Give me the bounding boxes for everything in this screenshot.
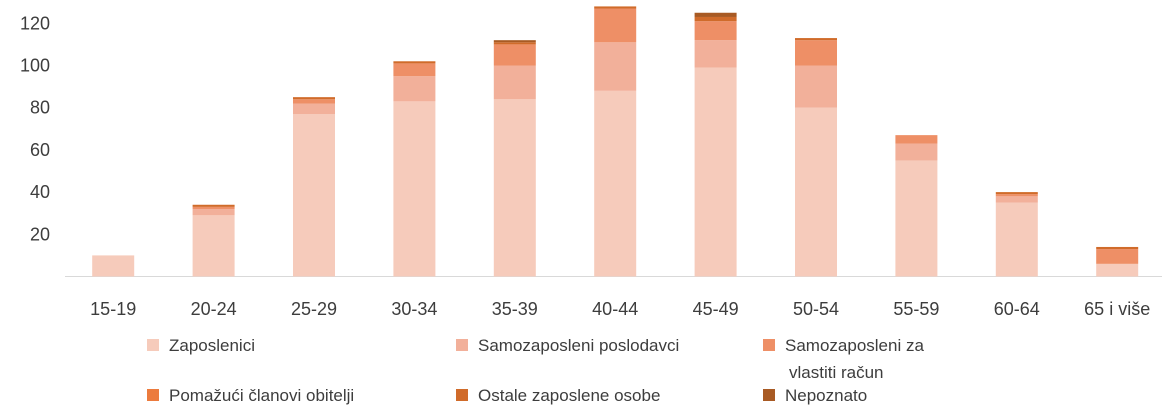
bar-segment-1 (995, 202, 1038, 277)
bar-segment-5 (995, 192, 1038, 195)
bar-segment-1 (393, 101, 436, 277)
y-tick-label: 60 (30, 140, 50, 160)
bar-segment-2 (694, 40, 737, 68)
y-tick-label: 80 (30, 98, 50, 118)
legend-swatch (763, 389, 775, 401)
x-tick-label: 35-39 (492, 299, 538, 319)
y-tick-label: 20 (30, 224, 50, 244)
bar-segment-2 (192, 208, 235, 216)
bar-segment-2 (293, 103, 335, 115)
x-tick-label: 50-54 (793, 299, 839, 319)
x-tick-label: 45-49 (693, 299, 739, 319)
bar-segment-5 (393, 61, 436, 64)
bar-segment-3 (995, 194, 1038, 197)
bar-segment-2 (493, 65, 536, 100)
legend-swatch (763, 339, 775, 351)
bar-segment-3 (493, 44, 536, 66)
y-axis: 20 40 60 80 100 120 (20, 13, 50, 244)
bar-segment-5 (795, 38, 837, 41)
x-tick-label: 30-34 (391, 299, 437, 319)
bar-segment-1 (92, 255, 135, 277)
x-axis: 15-19 20-24 25-29 30-34 35-39 40-44 45-49 50-54… (65, 276, 1162, 319)
legend-label: Pomažući članovi obitelji (169, 386, 354, 405)
bar-segment-1 (1096, 263, 1139, 277)
legend-label: Zaposlenici (169, 336, 255, 355)
bar-segment-1 (594, 90, 637, 277)
legend-label: Samozaposleni poslodavci (478, 336, 679, 355)
legend-swatch (147, 389, 159, 401)
bar-segment-3 (293, 99, 335, 104)
bar-segment-5 (293, 97, 335, 100)
bar-segment-1 (795, 107, 837, 277)
bar-segment-2 (393, 76, 436, 102)
bar-segment-1 (293, 114, 335, 277)
x-tick-label: 65 i više (1084, 299, 1150, 319)
x-tick-label: 40-44 (592, 299, 638, 319)
bar-segment-3 (594, 8, 637, 43)
legend-label: Nepoznato (785, 386, 867, 405)
bar-segment-1 (192, 215, 235, 277)
bar-segment-3 (795, 40, 837, 66)
bar-segment-3 (895, 135, 938, 144)
bar-segment-2 (795, 65, 837, 108)
legend-swatch (147, 339, 159, 351)
bar-segment-6 (694, 12, 737, 17)
bar-segment-5 (192, 204, 235, 207)
bar-segment-2 (594, 42, 637, 91)
x-tick-label: 25-29 (291, 299, 337, 319)
bar-segment-3 (192, 206, 235, 209)
legend-label: Ostale zaposlene osobe (478, 386, 660, 405)
bar-segment-2 (995, 196, 1038, 203)
x-tick-label: 60-64 (994, 299, 1040, 319)
x-tick-label: 55-59 (893, 299, 939, 319)
legend: Zaposlenici Samozaposleni poslodavci Samoz… (147, 336, 924, 405)
legend-swatch (456, 389, 468, 401)
bar-segment-5 (594, 6, 637, 9)
bar-segment-3 (694, 21, 737, 41)
x-tick-label: 20-24 (191, 299, 237, 319)
bar-segment-3 (393, 63, 436, 77)
bar-segment-3 (1096, 249, 1139, 264)
y-tick-label: 120 (20, 13, 50, 33)
bar-segment-5 (694, 16, 737, 22)
bar-segment-1 (694, 67, 737, 277)
bar-segment-2 (895, 143, 938, 161)
legend-label: vlastiti račun (789, 363, 883, 382)
bars (92, 6, 1139, 277)
bar-segment-6 (493, 40, 536, 43)
y-tick-label: 100 (20, 56, 50, 76)
legend-label: Samozaposleni za (785, 336, 924, 355)
bar-segment-5 (1096, 246, 1139, 250)
x-tick-label: 15-19 (90, 299, 136, 319)
legend-swatch (456, 339, 468, 351)
bar-segment-1 (493, 99, 536, 277)
bar-segment-5 (493, 42, 536, 45)
y-tick-label: 40 (30, 182, 50, 202)
bar-segment-1 (895, 160, 938, 277)
